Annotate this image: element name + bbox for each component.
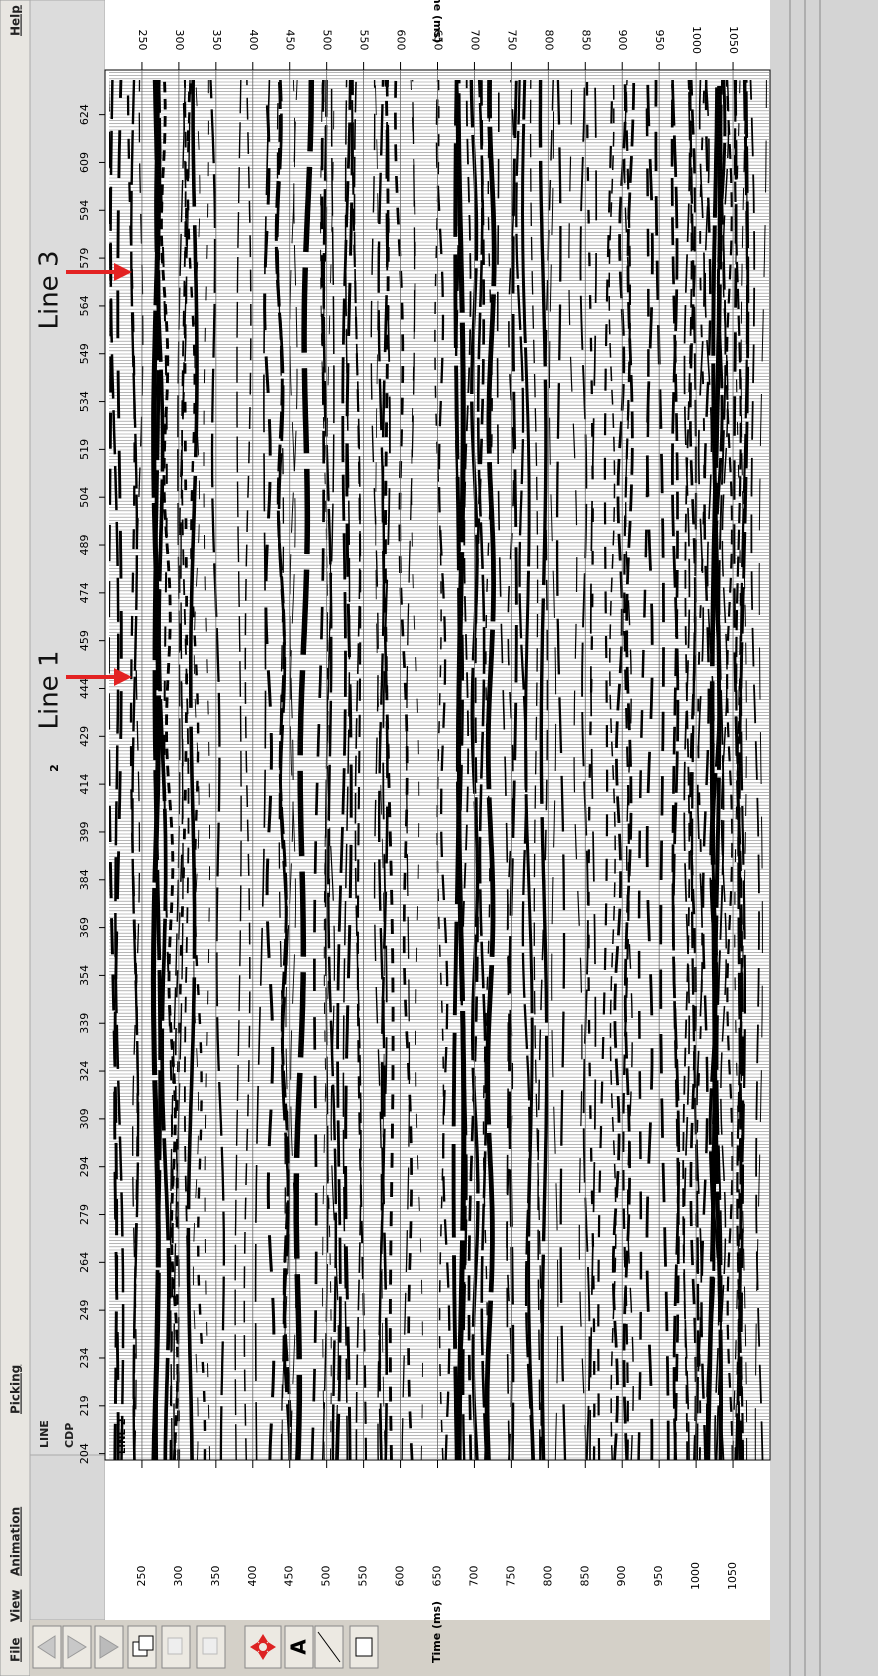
time-tick-label: 750 (504, 1566, 517, 1587)
cdp-tick-label: 459 (78, 630, 91, 651)
row-label-panel (30, 1455, 105, 1620)
time-tick-label: 950 (653, 30, 666, 51)
menu-item[interactable]: View (9, 1590, 23, 1622)
cdp-tick-label: 534 (78, 391, 91, 412)
cdp-tick-label: 294 (78, 1156, 91, 1177)
time-tick-label: 800 (541, 1566, 554, 1587)
icon-copy (139, 1636, 153, 1650)
row-label: LINE (38, 1420, 51, 1448)
cdp-tick-label: 504 (78, 487, 91, 508)
time-tick-label: 1050 (726, 1562, 739, 1590)
seismic-viewer: FileViewAnimationPickingHelpLINECDP25025… (0, 0, 878, 1676)
menu-item[interactable]: Animation (9, 1507, 23, 1576)
cdp-tick-label: 354 (78, 965, 91, 986)
cdp-tick-label: 519 (78, 439, 91, 460)
icon-box (356, 1638, 372, 1656)
cdp-tick-label: 324 (78, 1061, 91, 1082)
cdp-tick-label: 279 (78, 1204, 91, 1225)
time-tick-label: 400 (246, 1566, 259, 1587)
menu-bar (0, 0, 30, 1676)
time-tick-label: 600 (394, 1566, 407, 1587)
row-label: CDP (63, 1423, 76, 1448)
time-tick-label: 250 (135, 1566, 148, 1587)
time-tick-label: 550 (357, 1566, 370, 1587)
time-axis-title: Time (ms) (431, 0, 444, 43)
cdp-tick-label: 414 (78, 774, 91, 795)
section-marker: 2 (48, 764, 61, 772)
cdp-tick-label: 309 (78, 1108, 91, 1129)
time-axis-title: Time (ms) (430, 1601, 443, 1663)
icon-copy-dim (168, 1638, 182, 1654)
time-tick-label: 650 (431, 1566, 444, 1587)
annotation-label: Line 1 (35, 651, 65, 730)
time-tick-label: 1000 (690, 26, 703, 54)
annotation-label: Line 3 (35, 251, 65, 330)
cdp-tick-label: 339 (78, 1013, 91, 1034)
line-label: LINE 2 (117, 1418, 128, 1454)
menu-item[interactable]: Help (9, 5, 23, 36)
cdp-tick-label: 444 (78, 678, 91, 699)
time-tick-label: 450 (284, 30, 297, 51)
time-tick-label: 850 (579, 30, 592, 51)
time-tick-label: 1050 (727, 26, 740, 54)
time-tick-label: 750 (505, 30, 518, 51)
cdp-tick-label: 204 (78, 1443, 91, 1464)
menu-item[interactable]: File (9, 1637, 23, 1662)
time-tick-label: 1000 (689, 1562, 702, 1590)
cdp-tick-label: 594 (78, 200, 91, 221)
time-tick-label: 850 (578, 1566, 591, 1587)
time-tick-label: 400 (247, 30, 260, 51)
menu-item[interactable]: Picking (9, 1365, 23, 1414)
cdp-tick-label: 489 (78, 535, 91, 556)
time-tick-label: 250 (136, 30, 149, 51)
left-axis-area (105, 1460, 770, 1620)
cdp-tick-label: 384 (78, 869, 91, 890)
time-tick-label: 900 (616, 30, 629, 51)
window: FileViewAnimationPickingHelpLINECDP25025… (0, 0, 878, 1676)
cdp-tick-label: 264 (78, 1252, 91, 1273)
text-tool: A (287, 1639, 311, 1655)
time-tick-label: 700 (468, 30, 481, 51)
time-tick-label: 300 (173, 30, 186, 51)
time-tick-label: 300 (172, 1566, 185, 1587)
time-tick-label: 700 (467, 1566, 480, 1587)
cdp-tick-label: 234 (78, 1347, 91, 1368)
cdp-tick-label: 219 (78, 1395, 91, 1416)
cdp-tick-label: 579 (78, 248, 91, 269)
cdp-tick-label: 564 (78, 295, 91, 316)
cdp-tick-label: 609 (78, 152, 91, 173)
time-tick-label: 500 (320, 1566, 333, 1587)
time-tick-label: 350 (210, 30, 223, 51)
cdp-tick-label: 624 (78, 104, 91, 125)
time-tick-label: 500 (321, 30, 334, 51)
time-tick-label: 550 (358, 30, 371, 51)
header-panel (30, 0, 105, 1620)
cdp-tick-label: 549 (78, 343, 91, 364)
time-tick-label: 900 (615, 1566, 628, 1587)
cdp-tick-label: 429 (78, 726, 91, 747)
time-tick-label: 950 (652, 1566, 665, 1587)
cdp-tick-label: 249 (78, 1300, 91, 1321)
cdp-tick-label: 369 (78, 917, 91, 938)
time-tick-label: 450 (283, 1566, 296, 1587)
scroll-area (770, 0, 878, 1676)
time-tick-label: 350 (209, 1566, 222, 1587)
cdp-tick-label: 474 (78, 582, 91, 603)
cdp-tick-label: 399 (78, 821, 91, 842)
icon-paste-dim (203, 1638, 217, 1654)
time-tick-label: 800 (542, 30, 555, 51)
time-tick-label: 600 (395, 30, 408, 51)
